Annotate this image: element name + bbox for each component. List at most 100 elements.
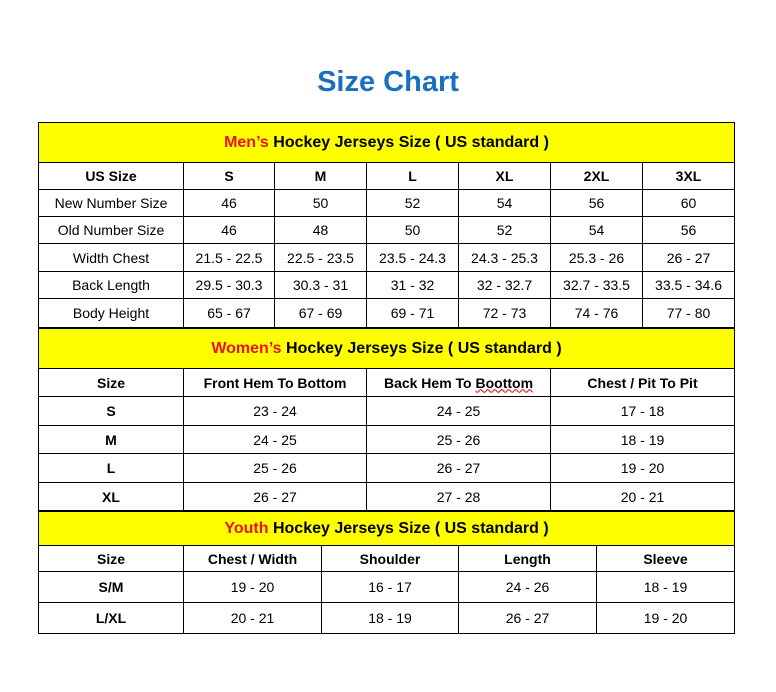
column-header: Front Hem To Bottom: [183, 368, 367, 397]
column-header: Size: [38, 368, 184, 397]
cell: 20 - 21: [549, 482, 736, 511]
cell: 26 - 27: [366, 453, 551, 483]
womens-section-heading: Women’s Hockey Jerseys Size ( US standar…: [37, 328, 736, 369]
column-header: US Size: [38, 162, 184, 190]
size-chart: Men’s Hockey Jerseys Size ( US standard …: [37, 122, 736, 634]
cell: 20 - 21: [183, 602, 322, 634]
cell: 65 - 67: [183, 298, 275, 328]
cell: 25 - 26: [183, 453, 367, 483]
cell: 21.5 - 22.5: [183, 243, 275, 272]
womens-table: Women’s Hockey Jerseys Size ( US standar…: [37, 328, 736, 511]
column-header: S: [183, 162, 275, 190]
table-row: L 25 - 26 26 - 27 19 - 20: [38, 453, 736, 483]
table-row: S 23 - 24 24 - 25 17 - 18: [38, 396, 736, 426]
cell: 26 - 27: [641, 243, 736, 272]
table-row: New Number Size 46 50 52 54 56 60: [38, 189, 736, 217]
row-label: S/M: [38, 571, 184, 603]
row-label: M: [38, 425, 184, 454]
womens-heading-highlight: Women’s: [211, 339, 282, 357]
cell: 30.3 - 31: [274, 271, 367, 299]
table-row: Width Chest 21.5 - 22.5 22.5 - 23.5 23.5 - …: [38, 243, 736, 272]
cell: 77 - 80: [641, 298, 736, 328]
cell: 46: [183, 189, 275, 217]
cell: 17 - 18: [549, 396, 736, 426]
cell: 23 - 24: [183, 396, 367, 426]
column-header: M: [274, 162, 367, 190]
row-label: L: [38, 453, 184, 483]
cell: 72 - 73: [458, 298, 551, 328]
mens-section-heading: Men’s Hockey Jerseys Size ( US standard …: [37, 122, 736, 163]
cell: 26 - 27: [458, 602, 597, 634]
cell: 16 - 17: [321, 571, 459, 603]
header-text: Back Hem To: [383, 374, 476, 391]
cell: 25.3 - 26: [550, 243, 643, 272]
table-row: Body Height 65 - 67 67 - 69 69 - 71 72 - 73 7…: [38, 298, 736, 328]
row-label: Body Height: [38, 298, 184, 328]
cell: 67 - 69: [274, 298, 367, 328]
table-row: Back Length 29.5 - 30.3 30.3 - 31 31 - 32 32…: [38, 271, 736, 299]
cell: 22.5 - 23.5: [274, 243, 367, 272]
table-row: M 24 - 25 25 - 26 18 - 19: [38, 425, 736, 454]
cell: 19 - 20: [183, 571, 322, 603]
row-label: S: [38, 396, 184, 426]
table-row: Old Number Size 46 48 50 52 54 56: [38, 216, 736, 244]
cell: 69 - 71: [366, 298, 459, 328]
cell: 19 - 20: [549, 453, 736, 483]
womens-header-row: Size Front Hem To Bottom Back Hem To Boo…: [38, 368, 736, 397]
mens-table: Men’s Hockey Jerseys Size ( US standard …: [37, 122, 736, 328]
cell: 24 - 25: [366, 396, 551, 426]
table-row: S/M 19 - 20 16 - 17 24 - 26 18 - 19: [38, 571, 736, 603]
table-row: XL 26 - 27 27 - 28 20 - 21: [38, 482, 736, 511]
column-header: Size: [38, 545, 184, 572]
youth-heading-highlight: Youth: [224, 519, 269, 537]
cell: 50: [274, 189, 367, 217]
cell: 56: [550, 189, 643, 217]
cell: 54: [458, 189, 551, 217]
mens-heading-highlight: Men’s: [224, 133, 269, 151]
row-label: Old Number Size: [38, 216, 184, 244]
cell: 18 - 19: [549, 425, 736, 454]
cell: 24.3 - 25.3: [458, 243, 551, 272]
cell: 24 - 25: [183, 425, 367, 454]
cell: 48: [274, 216, 367, 244]
column-header: L: [366, 162, 459, 190]
cell: 74 - 76: [550, 298, 643, 328]
table-row: L/XL 20 - 21 18 - 19 26 - 27 19 - 20: [38, 602, 736, 634]
column-header: Chest / Width: [183, 545, 322, 572]
cell: 56: [641, 216, 736, 244]
cell: 54: [550, 216, 643, 244]
cell: 50: [366, 216, 459, 244]
cell: 33.5 - 34.6: [641, 271, 736, 299]
cell: 19 - 20: [595, 602, 736, 634]
cell: 27 - 28: [366, 482, 551, 511]
mens-header-row: US Size S M L XL 2XL 3XL: [38, 162, 736, 190]
row-label: Width Chest: [38, 243, 184, 272]
mens-heading-text: Hockey Jerseys Size ( US standard ): [268, 133, 549, 151]
youth-header-row: Size Chest / Width Shoulder Length Sleeve: [38, 545, 736, 572]
column-header: 2XL: [550, 162, 643, 190]
cell: 23.5 - 24.3: [366, 243, 459, 272]
column-header: XL: [458, 162, 551, 190]
row-label: L/XL: [38, 602, 184, 634]
misspelled-word: Boottom: [475, 374, 534, 391]
cell: 18 - 19: [595, 571, 736, 603]
cell: 32.7 - 33.5: [550, 271, 643, 299]
cell: 24 - 26: [458, 571, 597, 603]
cell: 18 - 19: [321, 602, 459, 634]
column-header: Sleeve: [595, 545, 736, 572]
cell: 25 - 26: [366, 425, 551, 454]
column-header: Length: [458, 545, 597, 572]
column-header: 3XL: [641, 162, 736, 190]
row-label: XL: [38, 482, 184, 511]
youth-section-heading: Youth Hockey Jerseys Size ( US standard …: [37, 511, 736, 546]
column-header: Back Hem To Boottom: [366, 368, 551, 397]
cell: 60: [641, 189, 736, 217]
cell: 31 - 32: [366, 271, 459, 299]
cell: 52: [458, 216, 551, 244]
cell: 52: [366, 189, 459, 217]
column-header: Chest / Pit To Pit: [549, 368, 736, 397]
page-title: Size Chart: [317, 66, 459, 98]
cell: 29.5 - 30.3: [183, 271, 275, 299]
row-label: New Number Size: [38, 189, 184, 217]
youth-table: Youth Hockey Jerseys Size ( US standard …: [37, 511, 736, 634]
